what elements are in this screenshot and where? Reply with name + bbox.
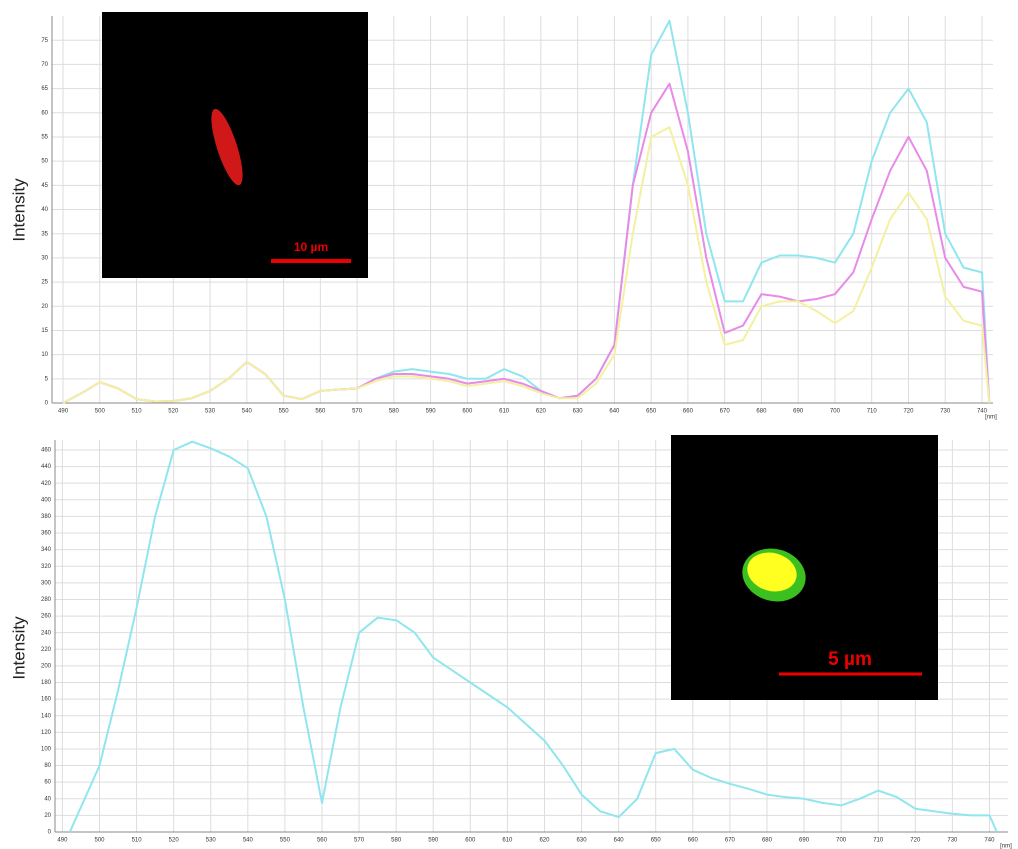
inset-image <box>671 435 938 700</box>
y-tick-label: 15 <box>41 328 48 334</box>
x-tick-label: 540 <box>243 838 254 844</box>
x-tick-label: 730 <box>947 838 958 844</box>
y-tick-label: 420 <box>41 481 52 487</box>
y-tick-label: 40 <box>44 796 51 802</box>
x-tick-label: 570 <box>352 409 363 415</box>
x-tick-label: 550 <box>280 838 291 844</box>
x-tick-label: 560 <box>317 838 328 844</box>
y-tick-label: 20 <box>41 304 48 310</box>
x-tick-label: 540 <box>242 409 253 415</box>
y-tick-label: 60 <box>44 780 51 786</box>
x-tick-label: 490 <box>58 409 69 415</box>
scale-bar-label: 5 µm <box>828 649 872 670</box>
x-tick-label: 660 <box>688 838 699 844</box>
y-tick-label: 60 <box>41 110 48 116</box>
x-tick-label: 610 <box>502 838 513 844</box>
y-tick-label: 30 <box>41 255 48 261</box>
y-tick-label: 340 <box>41 547 52 553</box>
x-tick-label: 590 <box>428 838 439 844</box>
y-tick-label: 200 <box>41 663 52 669</box>
x-tick-label: 700 <box>836 838 847 844</box>
y-tick-label: 460 <box>41 448 52 454</box>
y-tick-label: 70 <box>41 62 48 68</box>
y-tick-label: 45 <box>41 183 48 189</box>
x-tick-label: 650 <box>651 838 662 844</box>
x-tick-label: 670 <box>725 838 736 844</box>
y-tick-label: 0 <box>48 830 52 836</box>
x-tick-label: 530 <box>205 409 216 415</box>
x-tick-label: 570 <box>354 838 365 844</box>
x-tick-label: 510 <box>132 838 143 844</box>
x-tick-label: 630 <box>577 838 588 844</box>
x-tick-label: 620 <box>536 409 547 415</box>
figure: 0510152025303540455055606570754905005105… <box>0 0 1018 849</box>
x-tick-label: 710 <box>873 838 884 844</box>
x-tick-label: 580 <box>391 838 402 844</box>
x-tick-label: 510 <box>132 409 143 415</box>
x-tick-label: 680 <box>756 409 767 415</box>
x-tick-label: 550 <box>279 409 290 415</box>
x-tick-label: 610 <box>499 409 510 415</box>
x-tick-label: 640 <box>609 409 620 415</box>
y-tick-label: 160 <box>41 697 52 703</box>
x-tick-label: 560 <box>315 409 326 415</box>
x-tick-label: 590 <box>426 409 437 415</box>
x-tick-label: 740 <box>984 838 995 844</box>
y-tick-label: 80 <box>44 763 51 769</box>
x-tick-label: 710 <box>867 409 878 415</box>
y-tick-label: 360 <box>41 531 52 537</box>
x-tick-label: 600 <box>462 409 473 415</box>
x-tick-label: 520 <box>169 838 180 844</box>
y-tick-label: 240 <box>41 630 52 636</box>
x-tick-label: 670 <box>720 409 731 415</box>
x-tick-label: 650 <box>646 409 657 415</box>
x-tick-label: 620 <box>539 838 550 844</box>
scale-bar-label: 10 µm <box>294 240 328 254</box>
y-tick-label: 380 <box>41 514 52 520</box>
y-tick-label: 100 <box>41 747 52 753</box>
x-tick-label: 700 <box>830 409 841 415</box>
x-tick-label: 530 <box>206 838 217 844</box>
y-tick-label: 320 <box>41 564 52 570</box>
y-tick-label: 120 <box>41 730 52 736</box>
y-tick-label: 280 <box>41 597 52 603</box>
x-tick-label: 730 <box>940 409 951 415</box>
y-tick-label: 300 <box>41 580 52 586</box>
y-tick-label: 40 <box>41 207 48 213</box>
y-tick-label: 440 <box>41 464 52 470</box>
y-tick-label: 55 <box>41 135 48 141</box>
x-tick-label: 690 <box>793 409 804 415</box>
y-tick-label: 0 <box>45 401 49 407</box>
x-unit: [nm] <box>1000 844 1012 849</box>
x-tick-label: 500 <box>94 838 105 844</box>
y-tick-label: 10 <box>41 352 48 358</box>
x-tick-label: 660 <box>683 409 694 415</box>
x-tick-label: 720 <box>903 409 914 415</box>
y-tick-label: 400 <box>41 497 52 503</box>
x-tick-label: 500 <box>95 409 106 415</box>
x-tick-label: 490 <box>57 838 68 844</box>
y-tick-label: 65 <box>41 86 48 92</box>
y-tick-label: 260 <box>41 614 52 620</box>
y-tick-label: 220 <box>41 647 52 653</box>
y-tick-label: 25 <box>41 280 48 286</box>
x-tick-label: 520 <box>168 409 179 415</box>
x-unit: [nm] <box>985 415 997 421</box>
x-tick-label: 720 <box>910 838 921 844</box>
y-tick-label: 180 <box>41 680 52 686</box>
y-tick-label: 140 <box>41 713 52 719</box>
x-tick-label: 580 <box>389 409 400 415</box>
x-tick-label: 690 <box>799 838 810 844</box>
y-tick-label: 50 <box>41 159 48 165</box>
y-tick-label: 35 <box>41 231 48 237</box>
y-tick-label: 20 <box>44 813 51 819</box>
x-tick-label: 680 <box>762 838 773 844</box>
y-axis-title: Intensity <box>9 178 28 242</box>
y-tick-label: 5 <box>45 376 49 382</box>
y-tick-label: 75 <box>41 38 48 44</box>
x-tick-label: 600 <box>465 838 476 844</box>
x-tick-label: 640 <box>614 838 625 844</box>
x-tick-label: 630 <box>573 409 584 415</box>
y-axis-title: Intensity <box>9 616 28 680</box>
